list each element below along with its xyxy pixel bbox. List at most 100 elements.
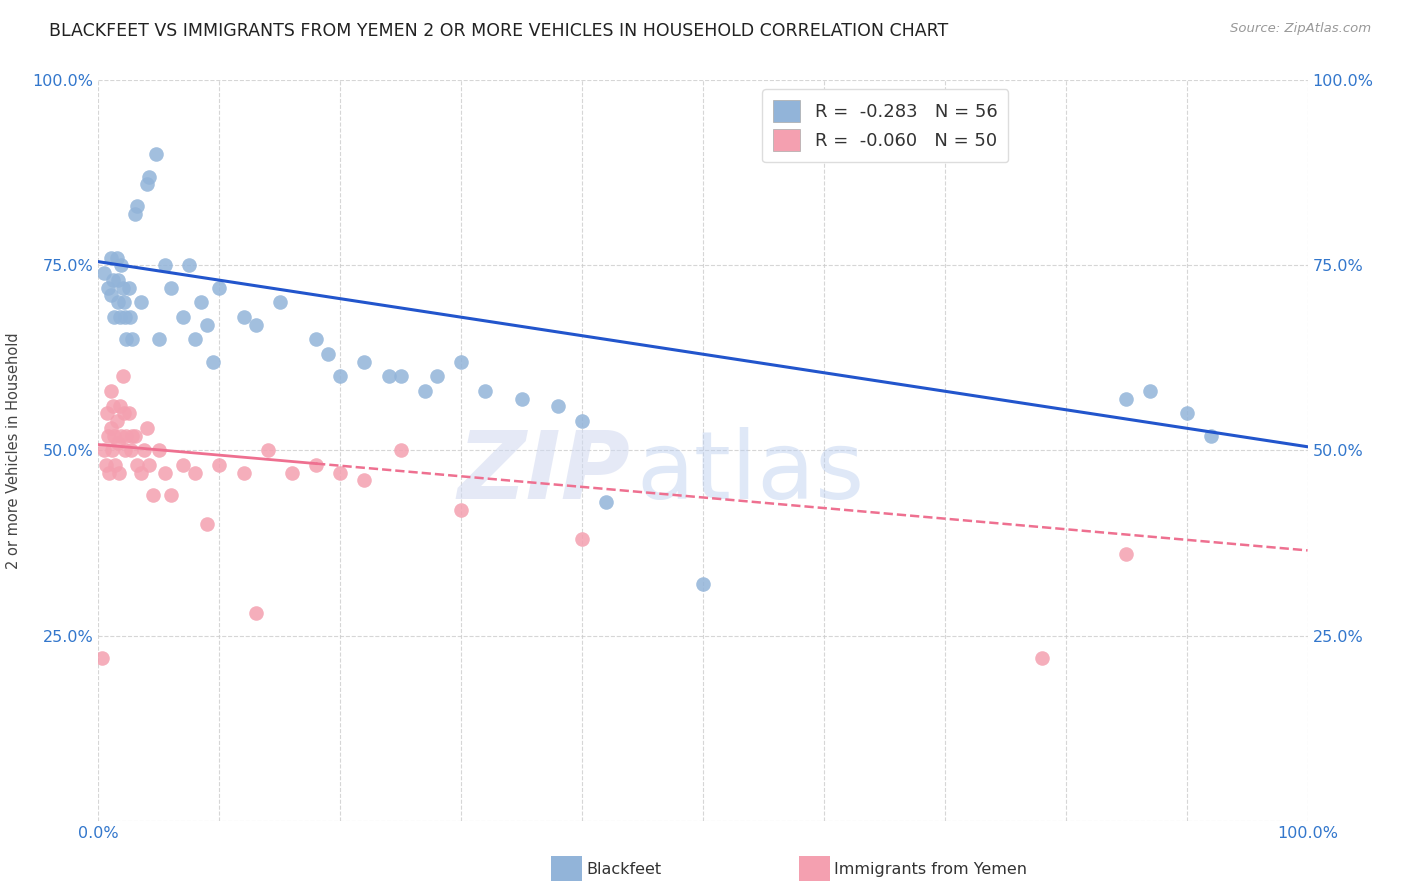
Point <box>474 384 496 399</box>
Point <box>256 443 278 458</box>
Point <box>108 310 131 325</box>
Point <box>1139 384 1161 399</box>
Point <box>121 428 143 442</box>
Point <box>305 332 328 346</box>
Text: BLACKFEET VS IMMIGRANTS FROM YEMEN 2 OR MORE VEHICLES IN HOUSEHOLD CORRELATION C: BLACKFEET VS IMMIGRANTS FROM YEMEN 2 OR … <box>49 22 949 40</box>
Point <box>153 466 176 480</box>
Point <box>389 443 412 458</box>
Point <box>107 295 129 310</box>
Point <box>450 502 472 516</box>
Point <box>172 310 194 325</box>
Point <box>160 488 183 502</box>
Point <box>127 199 149 213</box>
Point <box>316 347 339 361</box>
Point <box>281 466 304 480</box>
Text: atlas: atlas <box>637 426 865 518</box>
Point <box>101 399 124 413</box>
Point <box>110 428 132 442</box>
Point <box>114 443 136 458</box>
Point <box>100 443 122 458</box>
Point <box>245 607 267 621</box>
Point <box>692 576 714 591</box>
Point <box>571 414 593 428</box>
Point <box>124 206 146 220</box>
Point <box>377 369 399 384</box>
Point <box>101 273 124 287</box>
Point <box>105 251 128 265</box>
Point <box>153 259 176 273</box>
Point <box>129 466 152 480</box>
Point <box>232 310 254 325</box>
Point <box>112 295 135 310</box>
Point <box>510 392 533 406</box>
Point <box>93 443 115 458</box>
Point <box>413 384 436 399</box>
Point <box>93 266 115 280</box>
Point <box>120 443 142 458</box>
Point <box>91 650 114 665</box>
Point <box>110 259 132 273</box>
Point <box>190 295 212 310</box>
Point <box>1199 428 1222 442</box>
Point <box>595 495 617 509</box>
Point <box>232 466 254 480</box>
Point <box>208 458 231 473</box>
Point <box>111 369 134 384</box>
Point <box>138 169 160 184</box>
Legend: R =  -0.283   N = 56, R =  -0.060   N = 50: R = -0.283 N = 56, R = -0.060 N = 50 <box>762 89 1008 162</box>
Point <box>114 310 136 325</box>
Point <box>1175 407 1198 421</box>
Point <box>108 466 131 480</box>
Point <box>1031 650 1053 665</box>
Text: Source: ZipAtlas.com: Source: ZipAtlas.com <box>1230 22 1371 36</box>
Point <box>269 295 291 310</box>
Point <box>103 428 125 442</box>
Point <box>245 318 267 332</box>
Point <box>389 369 412 384</box>
Point <box>118 280 141 294</box>
Point <box>450 354 472 368</box>
Point <box>104 458 127 473</box>
Point <box>305 458 328 473</box>
Point <box>195 517 218 532</box>
Point <box>353 473 375 487</box>
Point <box>135 177 157 191</box>
Point <box>124 428 146 442</box>
Point <box>107 436 129 450</box>
Point <box>571 533 593 547</box>
Point <box>329 466 352 480</box>
Point <box>148 443 170 458</box>
Point <box>100 251 122 265</box>
Point <box>108 399 131 413</box>
Point <box>184 466 207 480</box>
Point <box>148 332 170 346</box>
Point <box>100 288 122 302</box>
Point <box>100 384 122 399</box>
Point <box>94 458 117 473</box>
Point <box>547 399 569 413</box>
Text: Blackfeet: Blackfeet <box>586 863 661 877</box>
Point <box>195 318 218 332</box>
Point <box>115 428 138 442</box>
Point <box>98 466 121 480</box>
Point <box>1115 547 1137 561</box>
Point <box>160 280 183 294</box>
Point <box>107 273 129 287</box>
Point <box>111 280 134 294</box>
Point <box>426 369 449 384</box>
Text: Immigrants from Yemen: Immigrants from Yemen <box>834 863 1026 877</box>
Point <box>142 488 165 502</box>
Point <box>202 354 225 368</box>
Point <box>121 332 143 346</box>
Point <box>208 280 231 294</box>
Point <box>112 407 135 421</box>
Point <box>103 310 125 325</box>
Point <box>184 332 207 346</box>
Point <box>179 259 201 273</box>
Text: ZIP: ZIP <box>457 426 630 518</box>
Point <box>353 354 375 368</box>
Point <box>145 147 167 161</box>
Point <box>96 407 118 421</box>
Point <box>172 458 194 473</box>
Point <box>115 332 138 346</box>
